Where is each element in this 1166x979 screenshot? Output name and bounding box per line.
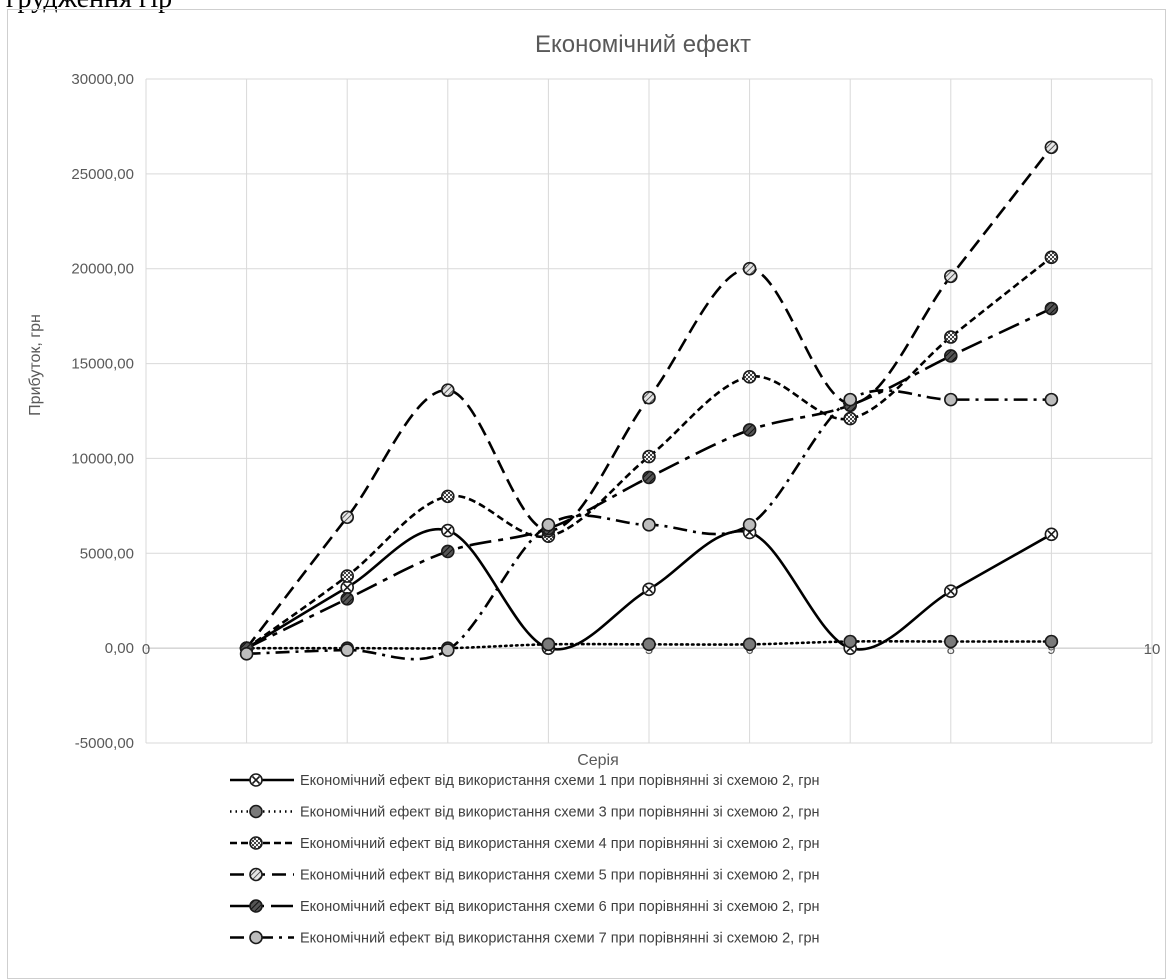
data-point-series-1-cross	[644, 585, 654, 594]
data-point-series-5	[742, 423, 757, 437]
data-point-series-3	[843, 411, 858, 426]
data-point-series-1-cross	[946, 587, 955, 596]
data-point-series-4	[440, 383, 455, 397]
legend-entry-4: Економічний ефект від використання схеми…	[300, 868, 820, 884]
grid	[145, 78, 1153, 744]
data-point-series-3	[642, 449, 656, 464]
legend-marker-6	[249, 930, 263, 945]
data-point-series-6	[541, 518, 556, 532]
data-point-series-6	[1044, 392, 1059, 407]
page-top-text: грудження гір	[6, 0, 172, 15]
data-point-series-2	[843, 634, 858, 649]
data-point-series-6	[340, 643, 355, 657]
data-point-series-4	[943, 269, 958, 284]
data-point-series-3	[742, 370, 757, 384]
x-tick-label: 0	[142, 641, 150, 658]
y-axis-title: Прибуток, грн	[27, 314, 44, 416]
data-point-series-5	[440, 544, 455, 559]
y-tick-label: 30000,00	[71, 71, 134, 88]
y-tick-label: 10000,00	[71, 450, 134, 467]
data-point-series-6	[943, 392, 958, 407]
data-point-series-2	[943, 634, 958, 649]
data-point-series-4	[742, 261, 757, 276]
data-point-series-2	[742, 637, 757, 652]
data-point-series-3	[340, 569, 355, 583]
data-point-series-5	[1044, 301, 1059, 316]
series-markers	[239, 140, 1059, 661]
data-point-series-6	[239, 647, 254, 661]
data-point-series-1-cross	[1047, 530, 1056, 539]
x-tick-label: 10	[1144, 641, 1161, 658]
data-point-series-4	[340, 510, 355, 525]
data-point-series-6	[440, 643, 455, 657]
y-tick-label: 20000,00	[71, 261, 134, 278]
data-point-series-5	[642, 470, 656, 485]
data-point-series-1-cross	[443, 526, 452, 535]
data-point-series-4	[1044, 140, 1059, 155]
legend-entry-2: Економічний ефект від використання схеми…	[300, 805, 820, 821]
data-point-series-3	[943, 330, 958, 344]
x-axis-title: Серія	[577, 752, 619, 769]
data-point-series-5	[943, 349, 958, 363]
legend-marker-2	[249, 804, 263, 819]
data-point-series-2	[1044, 634, 1059, 649]
y-tick-label: 5000,00	[80, 545, 134, 562]
y-tick-label: 0,00	[105, 640, 134, 657]
legend: Економічний ефект від використання схеми…	[230, 773, 820, 947]
data-point-series-2	[642, 637, 656, 652]
data-point-series-3	[1044, 250, 1059, 265]
legend-entry-5: Економічний ефект від використання схеми…	[300, 899, 820, 915]
data-point-series-2	[541, 637, 556, 652]
legend-entry-3: Економічний ефект від використання схеми…	[300, 836, 820, 852]
chart-title: Економічний ефект	[535, 31, 751, 58]
data-point-series-6	[843, 392, 858, 407]
x-tick-label: 9	[1047, 641, 1055, 658]
legend-marker-4	[249, 867, 263, 882]
legend-entry-1: Економічний ефект від використання схеми…	[300, 773, 820, 789]
y-tick-label: 25000,00	[71, 166, 134, 183]
legend-marker-5	[249, 899, 263, 913]
x-tick-label: 8	[947, 641, 955, 658]
series-line-3	[245, 256, 1053, 650]
legend-marker-1-cross	[251, 775, 261, 785]
y-tick-label: 15000,00	[71, 356, 134, 373]
data-point-series-3	[440, 489, 455, 504]
data-point-series-6	[642, 518, 656, 532]
legend-marker-3	[249, 836, 263, 850]
data-point-series-5	[340, 592, 355, 606]
axes: -5000,00 0,00 5000,00 10000,00 15000,00 20000…	[71, 71, 1160, 752]
y-tick-label: -5000,00	[75, 735, 134, 752]
data-point-series-4	[642, 390, 656, 405]
data-point-series-6	[742, 518, 757, 532]
data-point-series-1-cross	[343, 583, 352, 592]
legend-entry-6: Економічний ефект від використання схеми…	[300, 931, 820, 947]
